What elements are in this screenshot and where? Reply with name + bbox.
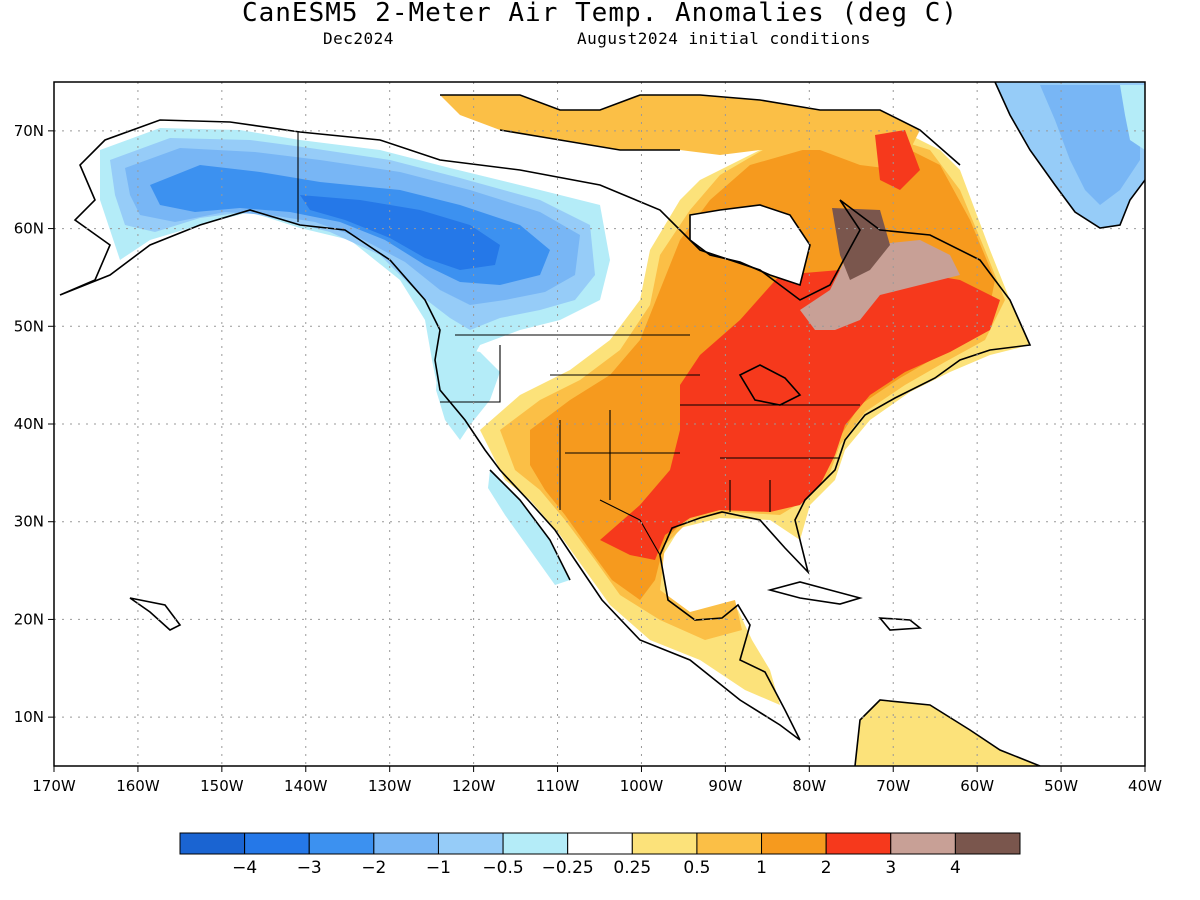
tick-label-lat: 20N: [14, 610, 44, 628]
tick-label-lon: 90W: [708, 777, 742, 795]
colorbar-swatch: [502, 832, 569, 855]
anomaly-cold-baja: [488, 470, 570, 585]
colorbar-label: −0.5: [482, 858, 523, 878]
colorbar-swatch: [437, 832, 504, 855]
colorbar-swatch: [954, 832, 1021, 855]
colorbar-label: −1: [426, 858, 451, 878]
colorbar-label: 0.25: [613, 858, 651, 878]
tick-label-lat: 30N: [14, 513, 44, 531]
anomaly-field: [60, 82, 1145, 766]
tick-label-lon: 80W: [792, 777, 826, 795]
map-gridlines: [54, 82, 1145, 766]
colorbar-label: −4: [232, 858, 257, 878]
arctic-hot-spots: [875, 130, 920, 190]
colorbar-label: −2: [361, 858, 386, 878]
greenland-core: [1040, 85, 1140, 205]
tick-label-lon: 40W: [1128, 777, 1162, 795]
colorbar-swatch: [308, 832, 375, 855]
tick-label-lon: 160W: [116, 777, 160, 795]
political-borders: [297, 132, 860, 556]
map-title: CanESM5 2-Meter Air Temp. Anomalies (deg…: [241, 0, 959, 28]
tick-label-lon: 170W: [32, 777, 76, 795]
colorbar-swatch: [244, 832, 310, 855]
tick-label-lon: 130W: [368, 777, 412, 795]
colorbar-swatch: [373, 832, 439, 855]
tick-label-lon: 100W: [620, 777, 664, 795]
axis-ticks: 170W 160W 150W 140W 130W 120W 110W 100W 90W 80W 70…: [14, 122, 1162, 795]
colorbar-label: 1: [756, 858, 767, 878]
tick-label-lat: 40N: [14, 415, 44, 433]
tick-label-lat: 50N: [14, 317, 44, 335]
colorbar-swatch: [567, 832, 633, 855]
colorbar-label: 3: [885, 858, 896, 878]
tick-label-lon: 50W: [1044, 777, 1078, 795]
tick-label-lon: 60W: [960, 777, 994, 795]
coastlines: [59, 82, 1145, 766]
colorbar-label: 0.5: [683, 858, 710, 878]
tick-label-lat: 60N: [14, 220, 44, 238]
valid-month: Dec2024: [323, 29, 394, 48]
tick-label-lon: 150W: [200, 777, 244, 795]
tick-label-lon: 110W: [536, 777, 580, 795]
colorbar-label: −0.25: [542, 858, 594, 878]
anomaly-cold-west-us: [436, 345, 500, 440]
anomaly-warm-2: [600, 270, 1000, 560]
colorbar-swatch: [179, 832, 246, 855]
colorbar-label: 4: [950, 858, 961, 878]
tick-label-lon: 140W: [284, 777, 328, 795]
colorbar-swatch: [696, 832, 763, 855]
tick-label-lon: 70W: [876, 777, 910, 795]
land-south-america: [855, 700, 1040, 766]
greenland-east: [1120, 85, 1145, 150]
colorbar-label: −3: [297, 858, 322, 878]
colorbar-swatch: [825, 832, 892, 855]
hudson-bay: [690, 205, 810, 285]
tick-label-lon: 120W: [452, 777, 496, 795]
colorbar-swatch: [890, 832, 956, 855]
anomaly-cold-3: [300, 195, 500, 270]
colorbar-swatch: [631, 832, 698, 855]
colorbar-swatch: [761, 832, 827, 855]
tick-label-lat: 70N: [14, 122, 44, 140]
arctic-strip-warm: [440, 95, 920, 170]
colorbar-label: 2: [821, 858, 832, 878]
anomaly-warm-3: [800, 240, 960, 330]
tick-label-lat: 10N: [14, 708, 44, 726]
initial-conditions: August2024 initial conditions: [577, 29, 871, 48]
colorbar: −4 −3 −2 −1 −0.5 −0.25 0.25 0.5 1 2 3 4: [179, 832, 1021, 878]
